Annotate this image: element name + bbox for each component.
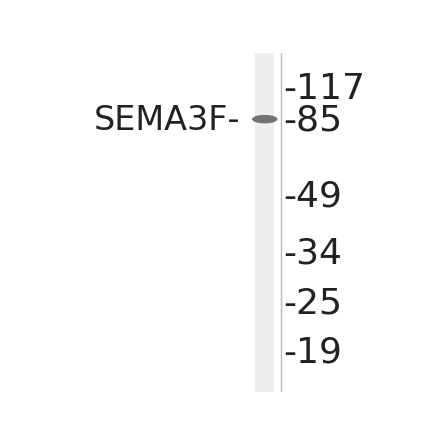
Text: SEMA3F-: SEMA3F- bbox=[94, 105, 241, 137]
Ellipse shape bbox=[252, 115, 278, 123]
Text: -19: -19 bbox=[283, 336, 342, 370]
Text: -25: -25 bbox=[283, 287, 342, 321]
Text: -117: -117 bbox=[283, 72, 366, 106]
Bar bbox=[255, 53, 274, 392]
Text: -85: -85 bbox=[283, 104, 343, 138]
Text: -49: -49 bbox=[283, 179, 342, 213]
Text: -34: -34 bbox=[283, 236, 342, 270]
